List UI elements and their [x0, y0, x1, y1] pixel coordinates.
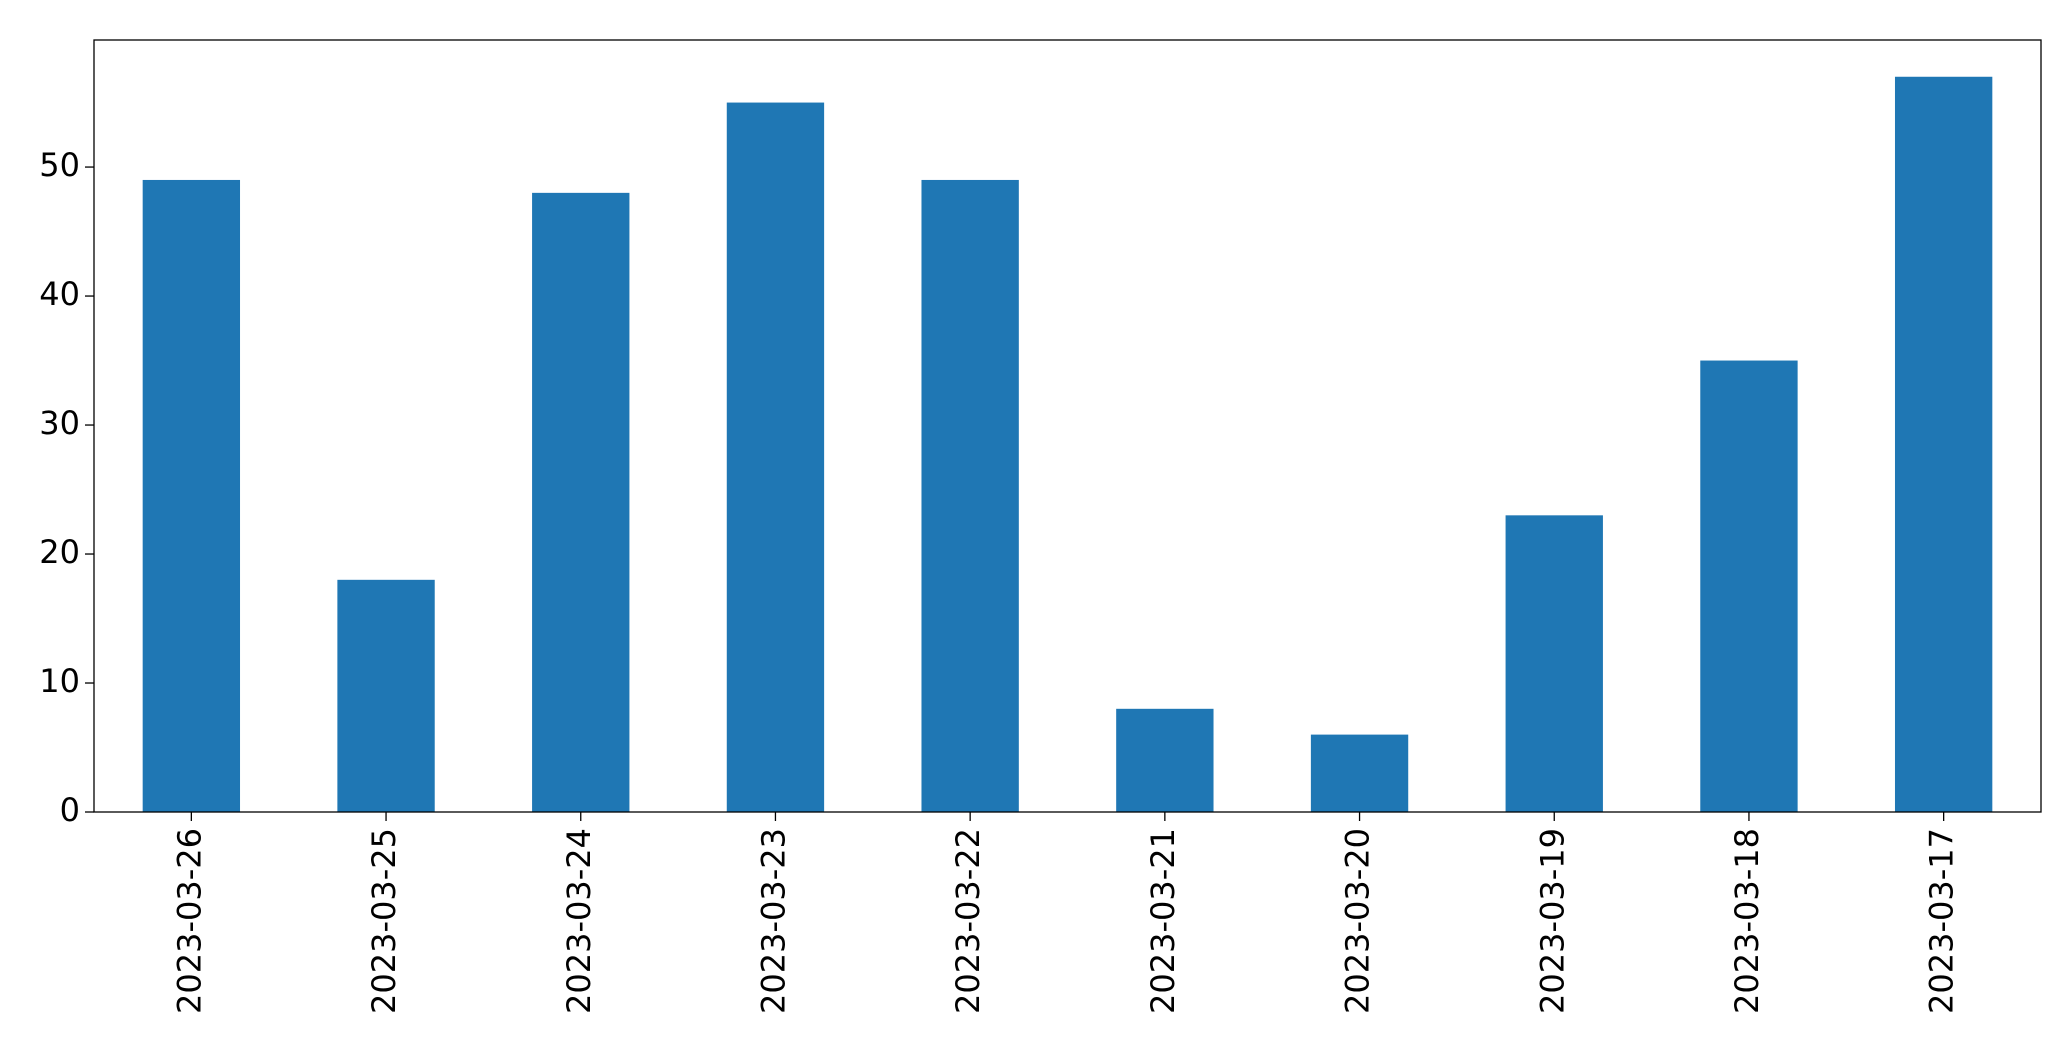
bar — [1310, 734, 1409, 812]
bar — [532, 192, 630, 813]
bar — [921, 179, 1019, 812]
y-tick-label: 20 — [39, 533, 80, 571]
bar — [142, 179, 241, 812]
x-tick-label: 2023-03-25 — [365, 828, 403, 1014]
x-tick-label: 2023-03-24 — [560, 828, 598, 1014]
bar — [1116, 708, 1214, 812]
plot-frame — [93, 39, 2042, 813]
x-tick-label: 2023-03-20 — [1339, 828, 1377, 1014]
bar — [1505, 515, 1603, 812]
x-tick-label: 2023-03-26 — [170, 828, 208, 1014]
x-tick-label: 2023-03-17 — [1923, 828, 1961, 1014]
x-tick-label: 2023-03-21 — [1144, 828, 1182, 1014]
x-tick-label: 2023-03-18 — [1728, 828, 1766, 1014]
x-tick-label: 2023-03-23 — [754, 828, 792, 1014]
x-tick-label: 2023-03-19 — [1533, 828, 1571, 1014]
y-tick-label: 10 — [39, 662, 80, 700]
bar — [726, 102, 825, 812]
bar — [1700, 360, 1798, 812]
bar — [337, 579, 435, 812]
y-tick-label: 30 — [39, 404, 80, 442]
bar — [1894, 76, 1993, 812]
y-tick-label: 50 — [39, 146, 80, 184]
y-tick-label: 0 — [60, 791, 80, 829]
y-tick-label: 40 — [39, 275, 80, 313]
x-tick-label: 2023-03-22 — [949, 828, 987, 1014]
